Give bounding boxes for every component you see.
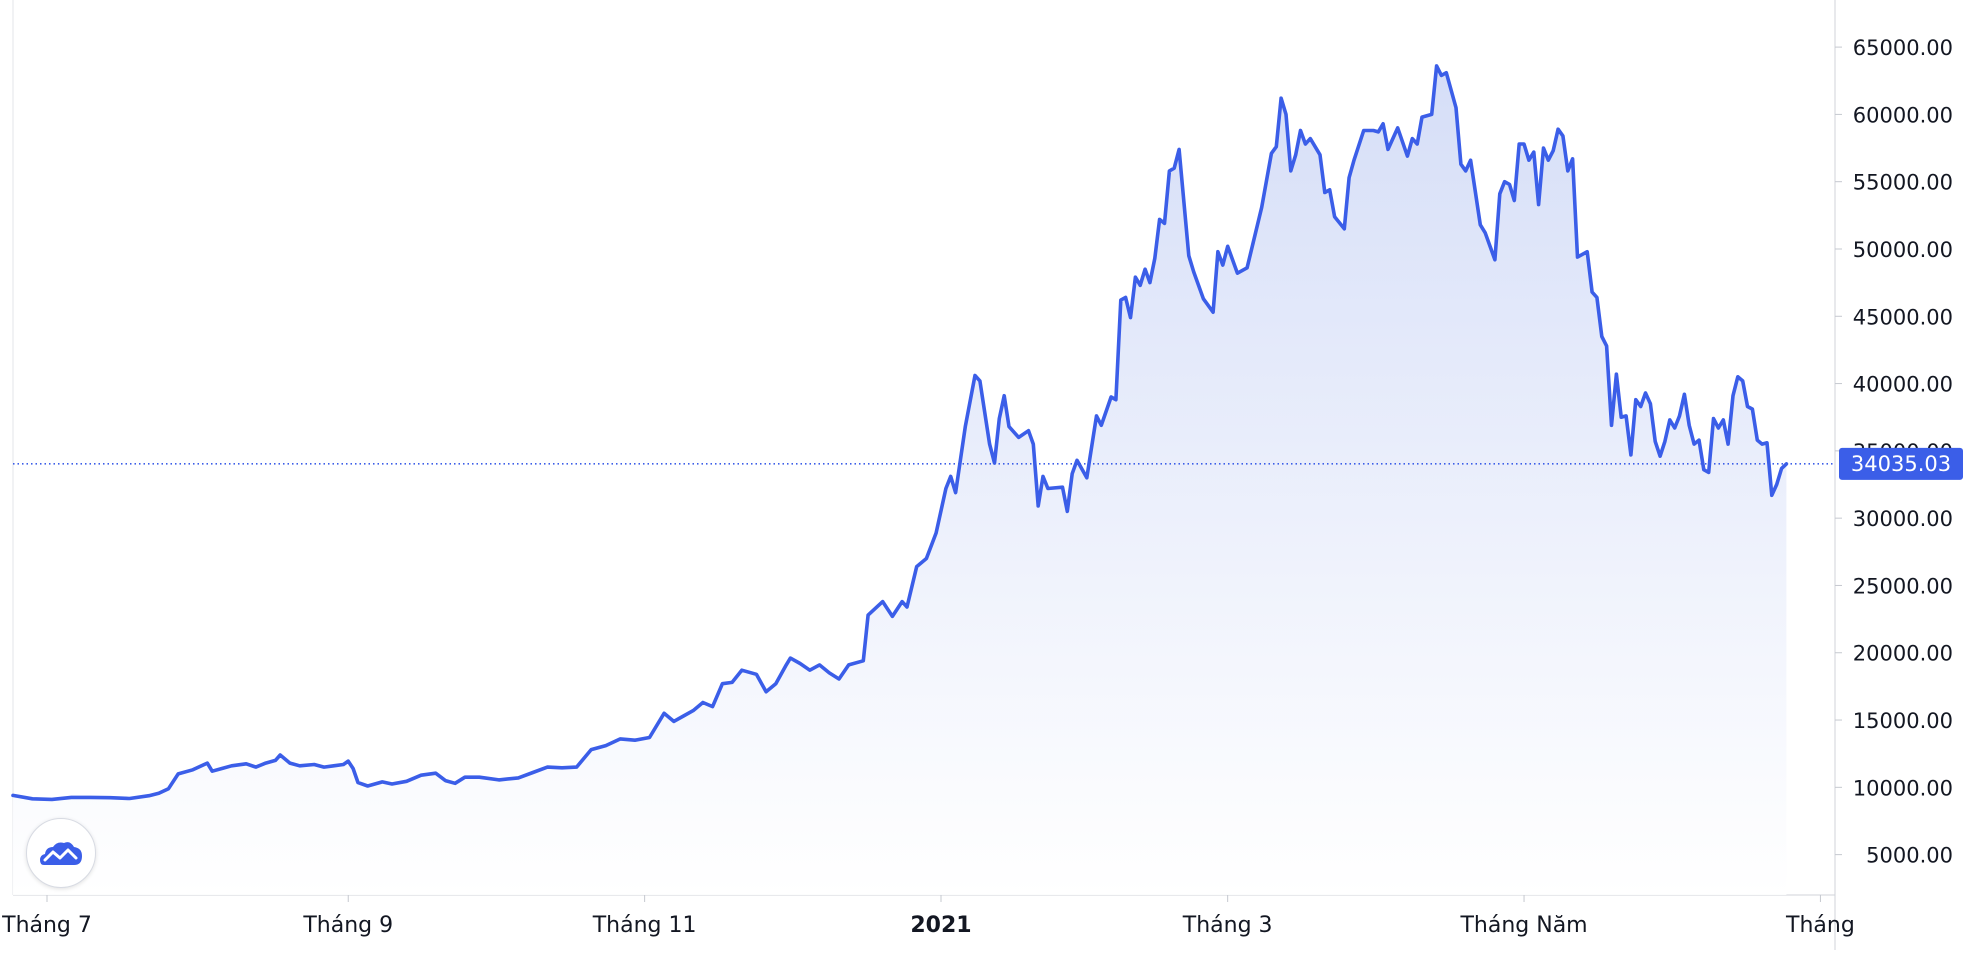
y-tick-label: 10000.00 <box>1853 776 1953 800</box>
y-tick-label: 45000.00 <box>1853 305 1953 329</box>
y-tick-label: 40000.00 <box>1853 373 1953 397</box>
x-tick-label: Tháng <box>1785 913 1855 938</box>
price-area-fill <box>13 65 1787 895</box>
x-tick-label: Tháng 9 <box>302 913 393 938</box>
price-line <box>11 64 1789 802</box>
y-tick-label: 55000.00 <box>1853 171 1953 195</box>
last-price-badge-label: 34035.03 <box>1851 452 1951 476</box>
y-tick-label: 5000.00 <box>1866 844 1953 868</box>
x-tick-label: Tháng 7 <box>1 913 92 938</box>
y-tick-label: 25000.00 <box>1853 574 1953 598</box>
y-tick-label: 15000.00 <box>1853 709 1953 733</box>
y-tick-label: 20000.00 <box>1853 642 1953 666</box>
y-tick-label: 30000.00 <box>1853 507 1953 531</box>
x-tick-label: Tháng 3 <box>1182 913 1273 938</box>
x-tick-label: Tháng Năm <box>1459 913 1587 938</box>
y-tick-label: 65000.00 <box>1853 36 1953 60</box>
x-tick-label: Tháng 11 <box>592 913 697 938</box>
last-price-badge: 34035.03 <box>1839 447 1963 480</box>
chart-cloud-icon <box>40 842 82 865</box>
y-tick-label: 50000.00 <box>1853 238 1953 262</box>
time-axis: Tháng 7 Tháng 9 Tháng 11 2021 Tháng 3 Tháng N… <box>1 895 1855 938</box>
last-price-badge-bg <box>1839 447 1963 480</box>
y-tick-label: 60000.00 <box>1853 103 1953 127</box>
tradingview-logo-button[interactable] <box>26 818 96 888</box>
price-axis: 65000.00 60000.00 55000.00 50000.00 45000.00… <box>1835 36 1953 868</box>
x-tick-label: 2021 <box>910 913 971 938</box>
